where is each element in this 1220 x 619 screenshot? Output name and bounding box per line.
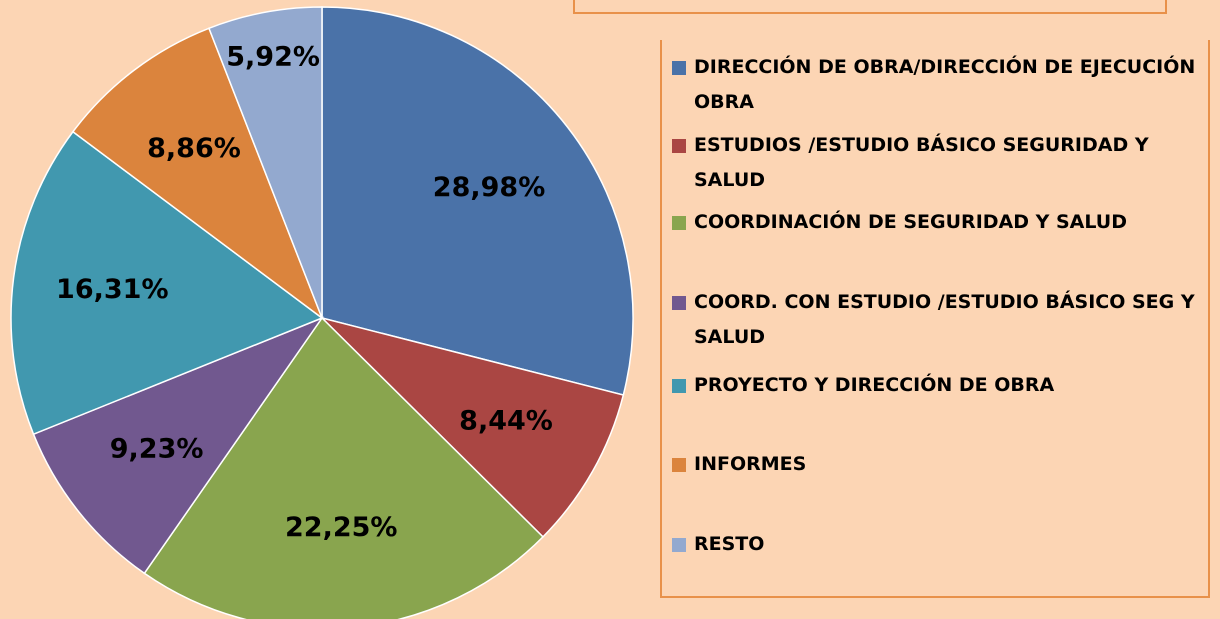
legend-label: COORDINACIÓN DE SEGURIDAD Y SALUD [694,211,1128,233]
data-label: 28,98% [433,172,545,203]
legend-swatch [672,458,686,472]
legend-label: PROYECTO Y DIRECCIÓN DE OBRA [694,374,1055,396]
legend: DIRECCIÓN DE OBRA/DIRECCIÓN DE EJECUCIÓN… [660,40,1210,598]
legend-entry: PROYECTO Y DIRECCIÓN DE OBRA [672,368,1202,403]
pie-slice [319,316,625,538]
legend-entry: RESTO [672,527,1202,562]
legend-entry: COORDINACIÓN DE SEGURIDAD Y SALUD [672,205,1202,240]
data-label: 16,31% [56,274,168,305]
legend-entry: COORD. CON ESTUDIO /ESTUDIO BÁSICO SEG Y… [672,285,1202,355]
legend-swatch [672,296,686,310]
title-box [573,0,1167,14]
data-label: 5,92% [226,42,320,73]
legend-label: INFORMES [694,453,807,475]
data-label: 22,25% [285,512,397,543]
data-label: 8,86% [147,133,241,164]
data-label: 9,23% [110,433,204,464]
legend-label: RESTO [694,533,765,555]
legend-swatch [672,139,686,153]
legend-swatch [672,538,686,552]
legend-swatch [672,61,686,75]
legend-label: DIRECCIÓN DE OBRA/DIRECCIÓN DE EJECUCIÓN… [694,56,1196,113]
legend-entry: INFORMES [672,447,1202,482]
pie-slice [71,27,324,321]
legend-label: ESTUDIOS /ESTUDIO BÁSICO SEGURIDAD Y SAL… [694,134,1149,191]
pie-slice [207,6,323,319]
pie-slice [143,316,545,619]
legend-swatch [672,379,686,393]
data-labels: 28,98% 8,44% 22,25% 9,23% 16,31% 8,86% 5,92% [56,42,553,543]
pie-slice [10,130,324,436]
legend-label: COORD. CON ESTUDIO /ESTUDIO BÁSICO SEG Y… [694,291,1195,348]
legend-entry: DIRECCIÓN DE OBRA/DIRECCIÓN DE EJECUCIÓN… [672,50,1202,120]
data-label: 8,44% [459,406,553,437]
pie-slice [32,316,325,575]
legend-entry: ESTUDIOS /ESTUDIO BÁSICO SEGURIDAD Y SAL… [672,128,1202,198]
pie-slice [321,6,634,396]
pie [10,6,634,619]
legend-swatch [672,216,686,230]
